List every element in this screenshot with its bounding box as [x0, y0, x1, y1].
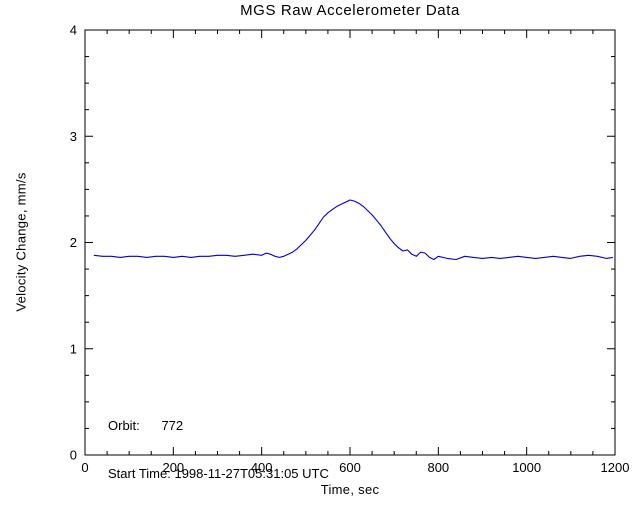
x-tick-label: 600: [339, 460, 361, 475]
x-tick-label: 400: [251, 460, 273, 475]
annotation-orbit: Orbit: 772: [108, 418, 184, 433]
x-axis-label: Time, sec: [320, 482, 380, 497]
data-series-line: [93, 199, 613, 261]
y-tick-label: 4: [70, 23, 77, 38]
x-tick-label: 1200: [601, 460, 630, 475]
annotation-start-time: Start Time: 1998-11-27T05:31:05 UTC: [108, 466, 329, 481]
y-tick-label: 1: [70, 341, 77, 356]
x-tick-label: 200: [162, 460, 184, 475]
annotation-block: Orbit: 772 Start Time: 1998-11-27T05:31:…: [108, 386, 329, 512]
y-tick-label: 2: [70, 235, 77, 250]
x-tick-label: 800: [427, 460, 449, 475]
x-tick-label: 0: [81, 460, 88, 475]
y-tick-label: 3: [70, 129, 77, 144]
y-tick-label: 0: [70, 448, 77, 463]
chart-title: MGS Raw Accelerometer Data: [240, 2, 460, 19]
x-tick-label: 1000: [512, 460, 541, 475]
y-axis-label: Velocity Change, mm/s: [13, 172, 29, 312]
